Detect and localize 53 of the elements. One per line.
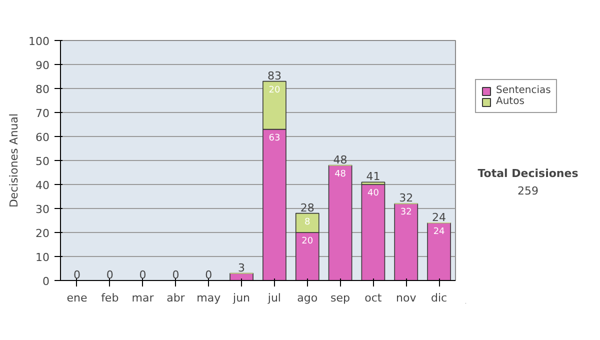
bar: [328, 164, 352, 280]
total-label: 3: [238, 261, 246, 274]
text: 259: [518, 184, 538, 198]
y-tick-label: 80: [36, 83, 50, 96]
total-label: 0: [139, 268, 146, 282]
legend-label: Autos: [496, 96, 524, 107]
total-label: 32: [399, 192, 414, 205]
bar: [394, 203, 418, 280]
data-label: 40: [367, 188, 380, 198]
x-tick-label: jun: [232, 292, 250, 304]
x-tick-label: mar: [132, 292, 154, 304]
y-tick-label: 30: [36, 203, 50, 216]
total-label: 41: [366, 170, 380, 184]
y-tick-label: 90: [36, 59, 50, 72]
y-tick-label: 70: [36, 107, 50, 120]
total-label: 0: [172, 268, 180, 282]
data-label: 8: [304, 217, 311, 228]
data-label: 20: [268, 85, 280, 96]
total-label: 0: [73, 268, 80, 282]
data-label: 63: [268, 133, 280, 144]
x-tick-label: nov: [396, 292, 417, 304]
y-tick-label: 0: [42, 275, 50, 288]
total-label: 28: [300, 201, 314, 214]
data-label: 20: [302, 236, 314, 246]
y-tick-label: 10: [36, 251, 50, 264]
text: Total Decisiones: [478, 166, 579, 180]
y-tick-label: 50: [36, 155, 50, 168]
x-tick-label: dic: [431, 292, 448, 304]
y-tick-label: 40: [36, 179, 50, 192]
data-label: 24: [433, 226, 446, 237]
x-tick-label: sep: [330, 292, 350, 304]
legend-label: Sentencias: [496, 85, 551, 96]
x-tick-label: feb: [101, 292, 119, 304]
data-label: 48: [334, 169, 346, 180]
bar: [427, 222, 451, 280]
x-tick-label: abr: [166, 292, 186, 304]
x-tick-label: ago: [297, 292, 318, 304]
total-label: 83: [267, 69, 282, 82]
bar: [230, 272, 254, 280]
total-label: 48: [333, 153, 348, 166]
y-tick-label: 100: [28, 35, 50, 48]
x-tick-label: ene: [66, 292, 88, 304]
y-tick-label: 20: [36, 227, 50, 240]
x-tick-label: jul: [266, 292, 282, 304]
total-label: 0: [106, 268, 114, 282]
total-label: 0: [205, 268, 212, 282]
y-tick-label: 60: [36, 131, 50, 144]
x-tick-label: oct: [364, 292, 382, 304]
bar: [361, 184, 386, 280]
x-tick-label: may: [196, 292, 222, 304]
data-label: 32: [400, 208, 412, 218]
total-label: 24: [432, 210, 446, 224]
y-axis-title: Decisiones Anual: [8, 113, 21, 208]
